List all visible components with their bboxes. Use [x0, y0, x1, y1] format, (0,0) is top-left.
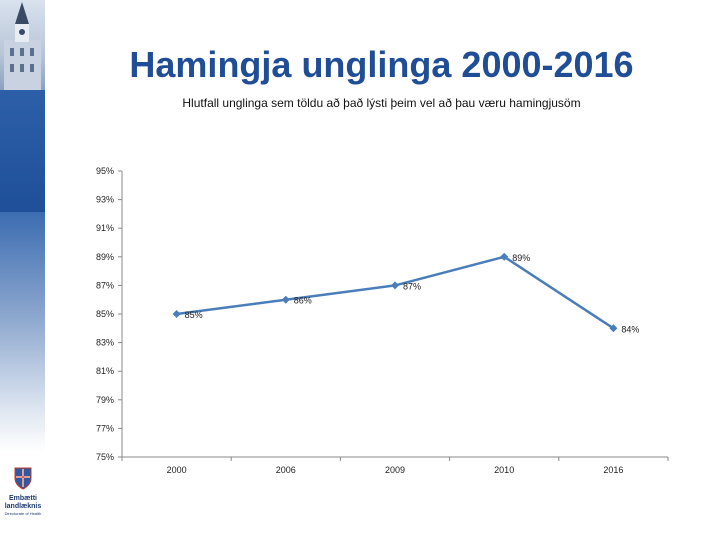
x-tick-label: 2000 [167, 465, 187, 475]
y-tick-label: 89% [96, 252, 114, 262]
x-tick-label: 2016 [603, 465, 623, 475]
y-tick-label: 83% [96, 338, 114, 348]
chart-axes [121, 171, 668, 458]
data-label: 84% [621, 324, 639, 334]
y-tick-label: 79% [96, 395, 114, 405]
y-axis-ticks: 75% 77% 79% 81% 83% 85% 87% 89% 91% 93% 95% [96, 166, 122, 462]
page-title: Hamingja unglinga 2000-2016 [129, 44, 634, 85]
data-point-marker [609, 324, 618, 333]
y-tick-label: 91% [96, 223, 114, 233]
data-point-marker [500, 252, 509, 261]
data-label: 86% [294, 296, 312, 306]
organization-logo: Embætti landlæknis Directorate of Health [4, 466, 42, 526]
x-axis-ticks: 2000 2006 2009 2010 2016 [121, 457, 669, 475]
y-tick-label: 75% [96, 452, 114, 462]
building-photo [0, 0, 45, 90]
logo-line-2: landlæknis [4, 503, 42, 510]
data-point-marker [391, 281, 399, 290]
logo-line-3: Directorate of Health [4, 511, 42, 516]
y-tick-label: 81% [96, 366, 114, 376]
y-tick-label: 93% [96, 195, 114, 205]
y-tick-label: 95% [96, 166, 114, 176]
series-line [176, 255, 615, 330]
page-subtitle: Hlutfall unglinga sem töldu að það lýsti… [182, 96, 581, 110]
data-label: 87% [403, 281, 421, 291]
y-tick-label: 85% [96, 309, 114, 319]
x-tick-label: 2010 [494, 465, 514, 475]
y-tick-label: 77% [96, 423, 114, 433]
y-tick-label: 87% [96, 280, 114, 290]
sidebar-band [0, 90, 45, 212]
sidebar-decoration: Embætti landlæknis Directorate of Health [0, 0, 45, 537]
series-layer [172, 252, 618, 333]
data-label: 89% [512, 253, 530, 263]
logo-line-1: Embætti [9, 495, 37, 502]
data-label: 85% [185, 310, 203, 320]
data-point-marker [281, 295, 290, 304]
sidebar-gradient [0, 212, 45, 452]
data-labels: 85% 86% 87% 89% 84% [185, 253, 640, 335]
x-tick-label: 2006 [276, 465, 296, 475]
coat-of-arms-icon [14, 467, 32, 490]
data-point-marker [172, 310, 181, 318]
x-tick-label: 2009 [385, 465, 405, 475]
